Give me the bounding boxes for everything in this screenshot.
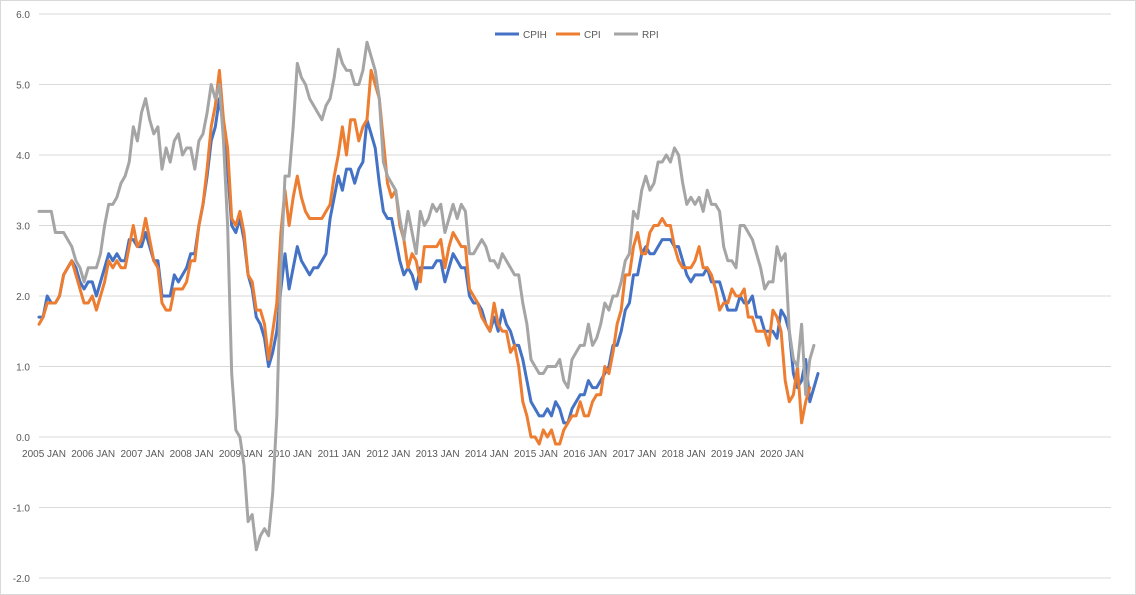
x-tick-label: 2011 JAN [318,449,361,460]
legend-label-cpi: CPI [584,30,601,41]
y-tick-label: 1.0 [16,363,30,374]
x-tick-label: 2008 JAN [170,449,214,460]
x-tick-label: 2012 JAN [366,449,410,460]
x-tick-label: 2018 JAN [662,449,706,460]
legend-label-cpih: CPIH [523,30,547,41]
series-line-rpi [37,40,816,552]
y-tick-label: 2.0 [16,292,30,303]
x-tick-label: 2010 JAN [268,449,312,460]
y-tick-label: -2.0 [13,574,31,585]
x-tick-label: 2007 JAN [120,449,164,460]
x-tick-label: 2014 JAN [465,449,509,460]
gridlines [39,13,1111,579]
series-line-cpih [37,97,820,425]
series-lines [37,40,820,552]
x-tick-label: 2006 JAN [71,449,115,460]
axes: 6.0 5.0 4.0 3.0 2.0 1.0 0.0 -1.0 -2.0 2005 JAN 200… [13,10,1111,585]
x-tick-label: 2020 JAN [760,449,804,460]
x-tick-label: 2005 JAN [22,449,66,460]
x-tick-label: 2016 JAN [563,449,607,460]
y-tick-label: 5.0 [16,81,30,92]
legend-label-rpi: RPI [642,30,659,41]
x-tick-label: 2009 JAN [219,449,263,460]
y-tick-label: 3.0 [16,222,30,233]
x-tick-label: 2017 JAN [612,449,656,460]
y-tick-label: 6.0 [16,10,30,21]
y-tick-label: -1.0 [13,504,31,515]
x-tick-label: 2013 JAN [416,449,460,460]
y-tick-label: 4.0 [16,151,30,162]
x-tick-label: 2019 JAN [711,449,755,460]
series-line-cpi [37,68,812,446]
y-tick-label: 0.0 [16,433,30,444]
x-tick-label: 2015 JAN [514,449,558,460]
legend: CPIH CPI RPI [495,30,659,41]
